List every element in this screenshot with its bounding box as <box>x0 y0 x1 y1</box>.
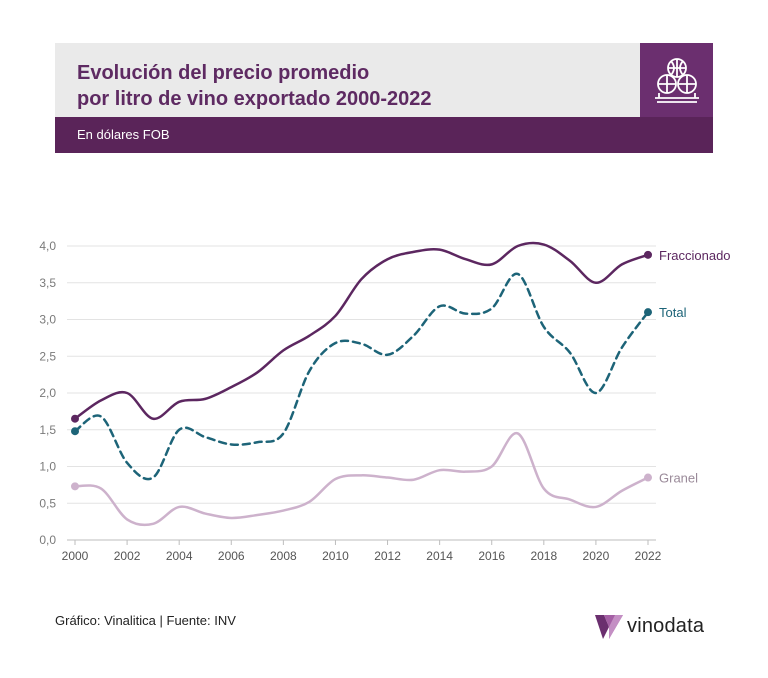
brand: vinodata <box>595 613 725 643</box>
chart-title: Evolución del precio promedio por litro … <box>77 60 617 112</box>
series-end-point-granel <box>644 473 652 482</box>
series-end-point-fraccionado <box>644 250 652 259</box>
title-line-1: Evolución del precio promedio <box>77 62 370 84</box>
x-tick-label: 2012 <box>374 549 401 563</box>
y-tick-label: 4,0 <box>39 239 56 253</box>
y-tick-label: 2,0 <box>39 386 56 400</box>
brand-name: vinodata <box>627 615 705 637</box>
x-tick-label: 2010 <box>322 549 349 563</box>
x-tick-label: 2014 <box>426 549 453 563</box>
vinodata-logo-icon <box>595 615 623 639</box>
x-axis-ticks: 2000 2002 2004 2006 2008 2010 2012 2014 2016 2018… <box>62 540 662 563</box>
y-tick-label: 1,5 <box>39 423 56 437</box>
series-label-fraccionado: Fraccionado <box>659 248 731 263</box>
series-line-total <box>73 272 650 481</box>
x-tick-label: 2000 <box>62 549 89 563</box>
x-tick-label: 2016 <box>478 549 505 563</box>
series-label-total: Total <box>659 305 687 320</box>
title-box: Evolución del precio promedio por litro … <box>55 43 640 117</box>
y-tick-label: 3,5 <box>39 276 56 290</box>
grid-lines <box>67 245 656 541</box>
y-tick-label: 2,5 <box>39 349 56 363</box>
x-tick-label: 2022 <box>635 549 662 563</box>
series-line-granel <box>73 432 650 527</box>
series-start-point-total <box>71 427 79 436</box>
x-tick-label: 2020 <box>583 549 610 563</box>
series-end-point-total <box>644 308 652 317</box>
subtitle-bar: En dólares FOB <box>55 117 713 153</box>
series-start-point-granel <box>71 482 79 491</box>
x-tick-label: 2002 <box>114 549 141 563</box>
y-tick-label: 0,5 <box>39 496 56 510</box>
y-axis-ticks: 0,0 0,5 1,0 1,5 2,0 2,5 3,0 3,5 4,0 <box>39 239 56 547</box>
series-line-fraccionado <box>73 241 650 420</box>
y-tick-label: 3,0 <box>39 313 56 327</box>
x-tick-label: 2004 <box>166 549 193 563</box>
x-tick-label: 2018 <box>530 549 557 563</box>
chart-subtitle: En dólares FOB <box>77 127 170 142</box>
chart-header: Evolución del precio promedio por litro … <box>55 43 713 153</box>
series-start-point-fraccionado <box>71 414 79 423</box>
x-tick-label: 2006 <box>218 549 245 563</box>
series-labels: Fraccionado Total Granel <box>659 248 731 486</box>
x-tick-label: 2008 <box>270 549 297 563</box>
title-line-2: por litro de vino exportado 2000-2022 <box>77 88 432 110</box>
wine-barrels-icon <box>655 58 699 103</box>
series-lines <box>71 241 652 527</box>
y-tick-label: 1,0 <box>39 460 56 474</box>
source-note: Gráfico: Vinalitica | Fuente: INV <box>55 613 236 628</box>
series-label-granel: Granel <box>659 471 698 486</box>
y-tick-label: 0,0 <box>39 533 56 547</box>
header-icon-box <box>640 43 713 117</box>
line-chart: 0,0 0,5 1,0 1,5 2,0 2,5 3,0 3,5 4,0 2000 2002 2004… <box>39 239 731 563</box>
